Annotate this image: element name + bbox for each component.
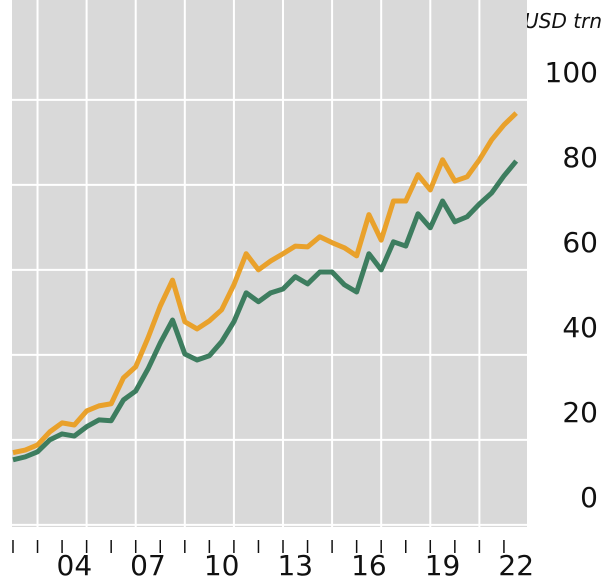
x-tick-label: 16 xyxy=(351,549,387,579)
x-tick-label: 04 xyxy=(57,549,93,579)
y-tick-label: 0 xyxy=(580,481,598,514)
y-tick-label: 20 xyxy=(562,396,598,429)
x-tick-label: 19 xyxy=(425,549,461,579)
data-line xyxy=(12,159,519,463)
y-tick-label: 60 xyxy=(562,226,598,259)
y-tick-label: 80 xyxy=(562,141,598,174)
y-tick-label: 100 xyxy=(545,56,598,89)
y-tick-label: 40 xyxy=(562,311,598,344)
x-tick-label: 22 xyxy=(498,549,534,579)
x-tick-label: 10 xyxy=(204,549,240,579)
x-tick-label: 07 xyxy=(130,549,166,579)
data-line xyxy=(12,111,518,456)
unit-label: USD trn xyxy=(524,9,602,33)
x-tick-label: 13 xyxy=(277,549,313,579)
